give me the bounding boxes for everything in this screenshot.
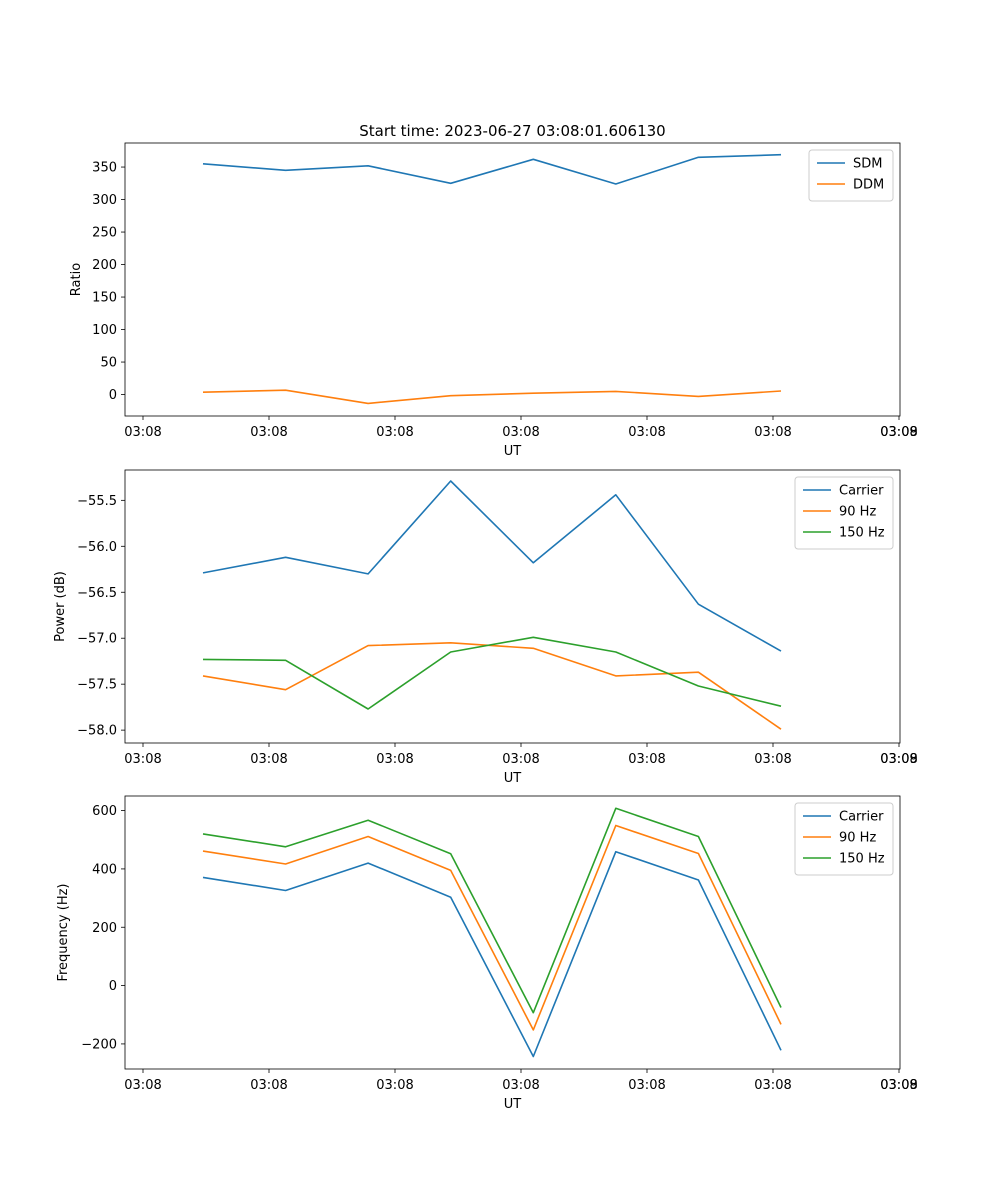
x-tick-label: 03:09 (880, 752, 917, 767)
x-tick-label: 03:09 (880, 1078, 917, 1093)
series-line-carrier (202, 480, 782, 652)
y-axis-label: Ratio (69, 263, 84, 296)
y-tick-label: −56.0 (77, 540, 117, 555)
x-axis-label: UT (504, 1097, 522, 1112)
x-tick-label: 03:08 (250, 1078, 287, 1093)
series-line-90-hz (202, 824, 782, 1031)
y-axis-label: Power (dB) (53, 571, 68, 642)
x-tick-label: 03:08 (502, 425, 539, 440)
x-tick-label: 03:08 (628, 1078, 665, 1093)
y-tick-label: 0 (109, 979, 117, 994)
x-tick-label: 03:08 (628, 425, 665, 440)
plot-frame (124, 142, 901, 417)
legend-label: 150 Hz (839, 852, 885, 867)
plot-frame (124, 469, 901, 744)
x-tick-label: 03:08 (502, 1078, 539, 1093)
legend-label: DDM (853, 178, 884, 193)
series-line-150-hz (202, 636, 782, 710)
legend: Carrier 90 Hz 150 Hz (794, 476, 894, 550)
legend-label: Carrier (839, 810, 884, 825)
x-tick-label: 03:08 (880, 1078, 917, 1093)
x-tick-label: 03:08 (376, 752, 413, 767)
series-line-ddm (202, 389, 782, 405)
y-tick-label: −57.0 (77, 632, 117, 647)
y-tick-label: 300 (92, 193, 117, 208)
y-tick-label: 350 (92, 161, 117, 176)
legend: Carrier 90 Hz 150 Hz (794, 802, 894, 876)
legend-label: 90 Hz (839, 505, 876, 520)
y-tick-label: 400 (92, 862, 117, 877)
y-tick-label: −55.5 (77, 494, 117, 509)
x-tick-label: 03:09 (880, 425, 917, 440)
x-tick-label: 03:08 (124, 752, 161, 767)
x-tick-label: 03:08 (376, 1078, 413, 1093)
x-tick-label: 03:08 (754, 752, 791, 767)
legend-label: 90 Hz (839, 831, 876, 846)
y-tick-label: 600 (92, 804, 117, 819)
series-line-90-hz (202, 641, 782, 730)
y-tick-label: 0 (109, 388, 117, 403)
y-tick-label: 100 (92, 323, 117, 338)
figure-title: Start time: 2023-06-27 03:08:01.606130 (359, 122, 665, 140)
x-tick-label: 03:08 (124, 425, 161, 440)
x-tick-label: 03:08 (376, 425, 413, 440)
chart-panel-3: 03:08 03:08 03:08 03:08 03:08 03:08 03:0803:09… (56, 795, 918, 1112)
y-tick-label: −57.5 (77, 678, 117, 693)
legend-label: SDM (853, 157, 882, 172)
x-tick-label: 03:08 (880, 425, 917, 440)
series-line-150-hz (202, 807, 782, 1014)
x-tick-label: 03:08 (250, 752, 287, 767)
legend: SDM DDM (808, 149, 894, 202)
y-tick-label: −200 (81, 1037, 117, 1052)
x-tick-label: 03:08 (880, 752, 917, 767)
x-tick-label: 03:08 (754, 425, 791, 440)
legend-label: 150 Hz (839, 526, 885, 541)
x-tick-label: 03:08 (502, 752, 539, 767)
panels: 03:08 03:08 03:08 03:08 03:08 03:08 03:0803:09… (53, 142, 918, 1112)
chart-panel-1: 03:08 03:08 03:08 03:08 03:08 03:08 03:0803:09… (69, 142, 918, 459)
legend-box (794, 802, 894, 876)
x-tick-label: 03:08 (754, 1078, 791, 1093)
x-axis-label: UT (504, 444, 522, 459)
legend-box (794, 476, 894, 550)
y-tick-label: 200 (92, 258, 117, 273)
y-tick-label: 50 (100, 356, 117, 371)
x-axis-label: UT (504, 771, 522, 786)
x-tick-label: 03:08 (124, 1078, 161, 1093)
y-tick-label: 200 (92, 921, 117, 936)
series-line-sdm (202, 153, 782, 185)
series-line-carrier (202, 850, 782, 1058)
legend-label: Carrier (839, 484, 884, 499)
chart-panel-2: 03:08 03:08 03:08 03:08 03:08 03:08 03:0803:09… (53, 469, 918, 786)
plot-frame (124, 795, 901, 1070)
x-tick-label: 03:08 (628, 752, 665, 767)
y-tick-label: 150 (92, 291, 117, 306)
y-axis-label: Frequency (Hz) (56, 883, 71, 981)
y-tick-label: −58.0 (77, 724, 117, 739)
x-tick-label: 03:08 (250, 425, 287, 440)
y-tick-label: 250 (92, 226, 117, 241)
y-tick-label: −56.5 (77, 586, 117, 601)
